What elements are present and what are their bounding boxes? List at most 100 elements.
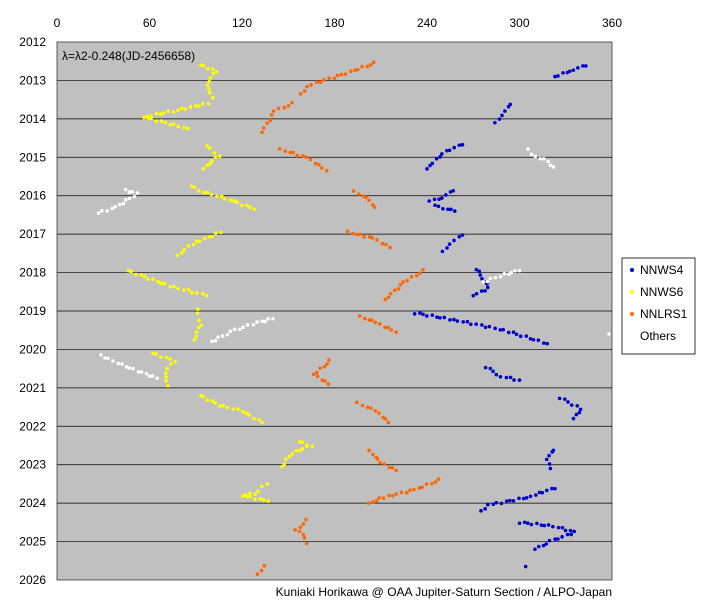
data-point [517, 496, 521, 501]
data-point [159, 281, 163, 286]
data-point [357, 192, 361, 196]
data-point [205, 83, 210, 87]
data-point [394, 468, 398, 473]
data-point [540, 490, 545, 495]
data-point [161, 111, 166, 115]
data-point [188, 105, 193, 109]
data-point [324, 168, 329, 173]
data-point [469, 322, 473, 327]
data-point [146, 277, 150, 281]
data-point [283, 149, 287, 154]
data-point [304, 155, 308, 159]
data-point [452, 238, 456, 243]
data-point [168, 362, 173, 366]
data-point [526, 147, 530, 151]
y-tick-label: 2022 [19, 419, 46, 433]
data-point [335, 73, 340, 78]
data-point [261, 126, 266, 130]
data-point [297, 440, 302, 444]
data-point [277, 146, 282, 151]
data-point [483, 325, 488, 330]
data-point [528, 337, 533, 341]
data-point [205, 190, 210, 195]
data-point [483, 288, 487, 293]
data-point [201, 63, 206, 68]
data-point [583, 64, 588, 68]
x-tick-label: 0 [54, 16, 61, 30]
data-point [447, 148, 452, 153]
data-point [460, 142, 465, 147]
data-point [221, 403, 226, 408]
data-point [286, 103, 291, 108]
data-point [154, 111, 159, 116]
data-point [318, 80, 323, 85]
data-point [213, 338, 218, 343]
data-point [263, 319, 267, 324]
data-point [228, 329, 233, 334]
legend-marker [630, 312, 634, 316]
data-point [544, 488, 549, 493]
data-point [370, 318, 374, 323]
data-point [265, 482, 270, 486]
data-point [421, 312, 425, 317]
data-point [550, 486, 554, 491]
data-point [308, 157, 313, 162]
data-point [578, 407, 583, 412]
data-point [282, 462, 287, 466]
data-point [502, 271, 507, 276]
formula-annotation: λ=λ2-0.248(JD-2456658) [62, 49, 195, 63]
data-point [215, 194, 219, 199]
data-point [266, 317, 270, 321]
data-point [529, 152, 534, 157]
data-point [551, 165, 556, 169]
data-point [488, 276, 493, 281]
data-point [302, 89, 307, 93]
data-point [504, 499, 509, 503]
data-point [151, 351, 155, 356]
series-nnws4 [412, 64, 588, 569]
data-point [560, 525, 565, 530]
y-tick-label: 2025 [19, 535, 46, 549]
data-point [206, 101, 211, 106]
data-point [503, 109, 507, 113]
data-point [563, 528, 568, 533]
data-point [571, 68, 576, 72]
data-point [386, 420, 391, 425]
data-point [493, 275, 498, 280]
data-point [544, 457, 549, 462]
data-point [448, 318, 452, 322]
data-point [452, 317, 456, 322]
x-tick-label: 300 [509, 16, 529, 30]
data-point [200, 291, 205, 296]
data-point [343, 72, 348, 76]
data-point [557, 396, 562, 401]
data-point [528, 494, 533, 499]
data-point [483, 507, 487, 511]
data-point [350, 231, 355, 236]
data-point [247, 413, 251, 417]
series-nnlrs1 [255, 60, 441, 577]
data-point [201, 394, 206, 399]
data-point [202, 190, 207, 195]
y-tick-label: 2014 [19, 112, 46, 126]
data-point [421, 268, 425, 272]
data-point [205, 398, 210, 403]
data-point [443, 193, 448, 197]
data-point [388, 245, 392, 250]
data-point [298, 92, 303, 96]
data-point [127, 196, 132, 201]
data-point [513, 269, 517, 273]
data-point [165, 367, 169, 371]
data-point [488, 366, 493, 371]
data-point [372, 205, 377, 210]
data-point [436, 477, 441, 482]
data-point [389, 328, 394, 332]
data-point [553, 74, 557, 79]
data-point [500, 113, 504, 118]
data-point [173, 360, 177, 364]
data-point [258, 496, 263, 501]
data-points [96, 60, 611, 577]
data-point [301, 532, 306, 537]
data-point [147, 374, 152, 379]
